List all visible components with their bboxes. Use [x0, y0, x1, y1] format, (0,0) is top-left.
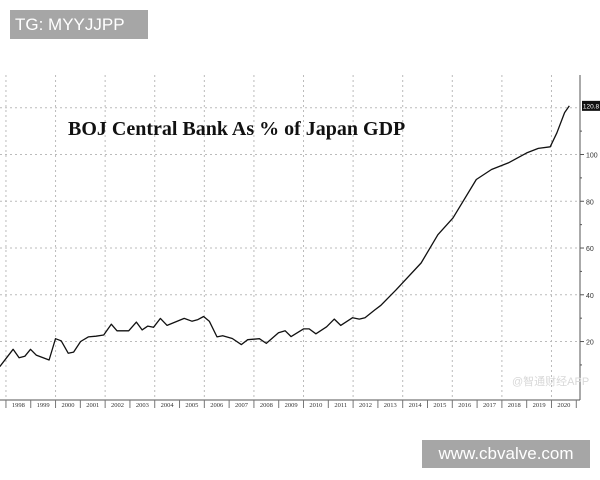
x-tick-label: 2009 — [285, 402, 298, 409]
x-tick-label: 1998 — [12, 402, 25, 409]
x-tick-label: 1999 — [37, 402, 50, 409]
x-tick-label: 2007 — [235, 402, 249, 409]
x-tick-label: 2011 — [334, 402, 347, 409]
chart-watermark: @智通财经APP — [512, 376, 590, 388]
x-tick-label: 2002 — [111, 402, 124, 409]
x-tick-label: 2008 — [260, 402, 273, 409]
watermark-site: www.cbvalve.com — [422, 440, 590, 468]
y-tick-label: 60 — [586, 246, 594, 253]
y-tick-label: 100 — [586, 152, 598, 159]
x-tick-label: 2014 — [409, 402, 423, 409]
y-tick-label: 80 — [586, 199, 594, 206]
x-tick-label: 2015 — [433, 402, 446, 409]
x-tick-label: 2013 — [384, 402, 397, 409]
watermark-top-left: TG: MYYJJPP — [10, 10, 148, 39]
x-tick-label: 2010 — [309, 402, 322, 409]
x-tick-label: 2001 — [86, 402, 99, 409]
x-tick-label: 2004 — [161, 402, 175, 409]
x-tick-label: 2016 — [458, 402, 472, 409]
x-tick-label: 2000 — [61, 402, 74, 409]
x-tick-label: 2012 — [359, 402, 372, 409]
y-tick-label: 40 — [586, 293, 594, 300]
chart-title: BOJ Central Bank As % of Japan GDP — [68, 118, 406, 140]
x-tick-label: 2018 — [508, 402, 521, 409]
x-tick-label: 2019 — [533, 402, 546, 409]
x-tick-label: 2006 — [210, 402, 224, 409]
x-tick-label: 2003 — [136, 402, 149, 409]
last-value-label: 120.8 — [583, 103, 600, 110]
x-tick-label: 2017 — [483, 402, 497, 409]
y-tick-label: 20 — [586, 340, 594, 347]
last-value-box — [582, 100, 600, 111]
series-line — [0, 105, 570, 367]
x-tick-label: 2020 — [557, 402, 570, 409]
x-tick-label: 2005 — [185, 402, 198, 409]
